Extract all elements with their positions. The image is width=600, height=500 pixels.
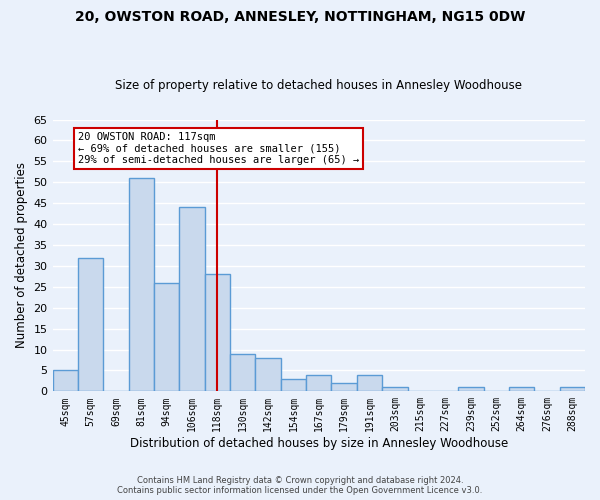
Bar (560, 387, 585, 392)
Bar (205, 274, 230, 392)
Text: 20, OWSTON ROAD, ANNESLEY, NOTTINGHAM, NG15 0DW: 20, OWSTON ROAD, ANNESLEY, NOTTINGHAM, N… (75, 10, 525, 24)
Bar (331, 383, 357, 392)
Bar (78, 258, 103, 392)
Bar (509, 387, 534, 392)
Bar (281, 379, 306, 392)
Bar (458, 387, 484, 392)
Bar (179, 208, 205, 392)
Text: Contains HM Land Registry data © Crown copyright and database right 2024.
Contai: Contains HM Land Registry data © Crown c… (118, 476, 482, 495)
Title: Size of property relative to detached houses in Annesley Woodhouse: Size of property relative to detached ho… (115, 79, 522, 92)
Bar (53, 370, 78, 392)
Bar (357, 374, 382, 392)
Bar (154, 282, 179, 392)
Bar (382, 387, 407, 392)
Y-axis label: Number of detached properties: Number of detached properties (15, 162, 28, 348)
Bar (230, 354, 256, 392)
Bar (256, 358, 281, 392)
Text: 20 OWSTON ROAD: 117sqm
← 69% of detached houses are smaller (155)
29% of semi-de: 20 OWSTON ROAD: 117sqm ← 69% of detached… (78, 132, 359, 166)
Bar (306, 374, 331, 392)
Bar (128, 178, 154, 392)
X-axis label: Distribution of detached houses by size in Annesley Woodhouse: Distribution of detached houses by size … (130, 437, 508, 450)
